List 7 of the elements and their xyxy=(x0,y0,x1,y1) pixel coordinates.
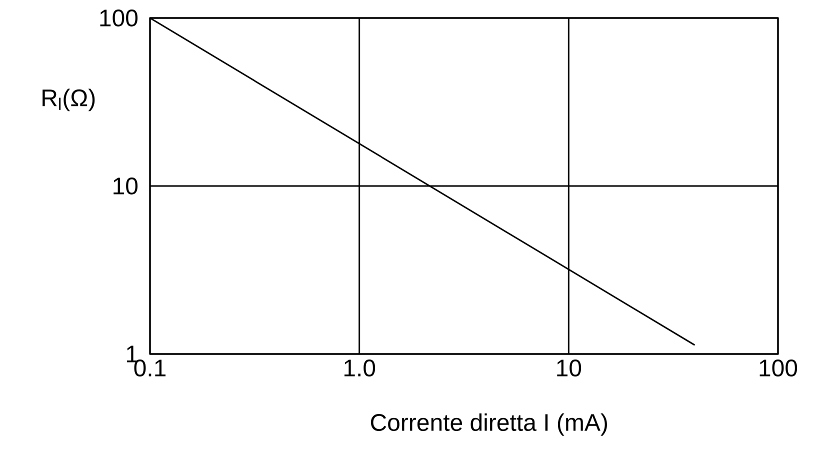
y-axis-title: R$_{l}$(Ω) xyxy=(42,88,95,112)
x-tick-label: 1.0 xyxy=(344,360,376,377)
y-tick-label: 100 xyxy=(100,10,138,26)
x-tick-label: 10 xyxy=(557,360,582,377)
y-tick-label: 10 xyxy=(114,178,138,194)
x-tick-label: 100 xyxy=(760,360,798,377)
x-axis-title: Corrente diretta I (mA) xyxy=(370,413,607,436)
